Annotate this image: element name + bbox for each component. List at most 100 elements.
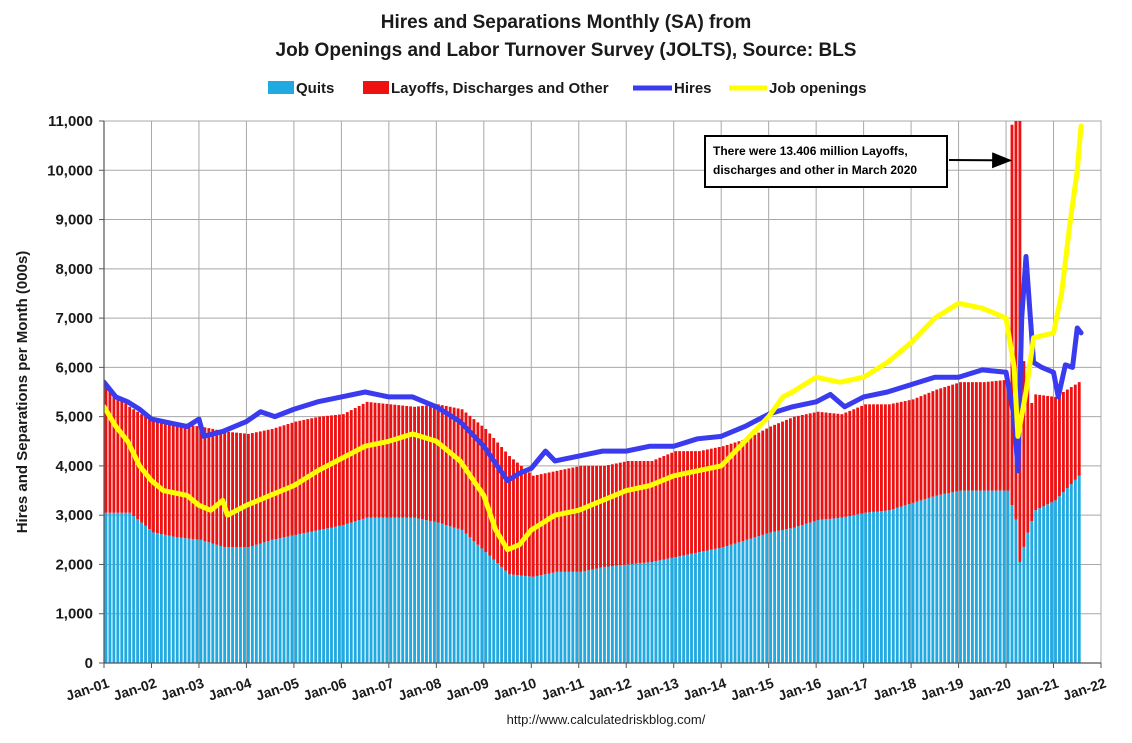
quits-bar	[935, 495, 938, 663]
layoffs-bar	[168, 423, 171, 536]
quits-bar	[765, 534, 768, 663]
quits-bar	[330, 528, 333, 664]
layoffs-bar	[904, 401, 907, 505]
quits-bar	[1030, 521, 1033, 663]
quits-bar	[445, 525, 448, 663]
quits-bar	[844, 517, 847, 663]
layoffs-bar	[334, 415, 337, 527]
layoffs-bar	[884, 404, 887, 510]
layoffs-bar	[714, 448, 717, 549]
quits-bar	[623, 565, 626, 663]
quits-bar	[488, 556, 491, 663]
layoffs-bar	[449, 407, 452, 526]
layoffs-bar	[571, 468, 574, 572]
quits-bar	[963, 491, 966, 663]
layoffs-bar	[552, 472, 555, 573]
quits-bar	[702, 551, 705, 663]
layoffs-bar	[445, 406, 448, 525]
quits-bar	[714, 549, 717, 663]
quits-bar	[587, 570, 590, 663]
quits-bar	[453, 528, 456, 664]
layoffs-bar	[184, 425, 187, 538]
y-tick-label: 1,000	[55, 606, 93, 623]
quits-bar	[492, 560, 495, 663]
layoffs-bar	[963, 382, 966, 490]
layoffs-bar	[813, 413, 816, 522]
layoffs-bar	[457, 408, 460, 528]
layoffs-bar	[987, 382, 990, 491]
quits-bar	[532, 577, 535, 663]
layoffs-bar	[765, 429, 768, 534]
quits-bar	[939, 495, 942, 663]
quits-bar	[761, 535, 764, 663]
layoffs-bar	[575, 467, 578, 572]
layoffs-bar	[995, 381, 998, 491]
quits-bar	[627, 564, 630, 663]
layoffs-bar	[1078, 382, 1081, 476]
layoffs-bar	[599, 466, 602, 568]
layoffs-bar	[876, 404, 879, 511]
layoffs-bar	[520, 466, 523, 576]
layoffs-bar	[389, 404, 392, 517]
layoffs-bar	[211, 429, 214, 544]
quits-bar	[742, 541, 745, 663]
quits-bar	[1026, 533, 1029, 663]
layoffs-bar	[627, 461, 630, 564]
layoffs-bar	[330, 415, 333, 527]
quits-bar	[370, 518, 373, 663]
quits-bar	[314, 531, 317, 663]
layoffs-bar	[1003, 380, 1006, 490]
quits-bar	[639, 563, 642, 663]
layoffs-bar	[852, 409, 855, 515]
quits-bar	[156, 533, 159, 663]
layoffs-bar	[417, 406, 420, 518]
x-tick-label: Jan-22	[1061, 675, 1108, 704]
layoffs-bar	[1050, 396, 1053, 502]
layoffs-bar	[421, 406, 424, 519]
quits-bar	[235, 547, 238, 663]
quits-bar	[263, 542, 266, 663]
x-tick-label: Jan-11	[539, 675, 586, 704]
quits-bar	[207, 542, 210, 663]
quits-bar	[520, 576, 523, 663]
layoffs-bar	[801, 415, 804, 525]
layoffs-bar	[453, 408, 456, 528]
quits-bar	[801, 525, 804, 663]
quits-bar	[366, 518, 369, 663]
x-tick-label: Jan-12	[586, 675, 633, 704]
y-tick-label: 5,000	[55, 409, 93, 426]
quits-bar	[813, 521, 816, 663]
quits-bar	[504, 571, 507, 663]
layoffs-bar	[682, 451, 685, 555]
quits-bar	[192, 539, 195, 663]
layoffs-bar	[548, 472, 551, 573]
layoffs-bar	[524, 469, 527, 576]
quits-bar	[112, 513, 115, 663]
layoffs-bar	[287, 424, 290, 537]
layoffs-bar	[836, 414, 839, 518]
quits-bar	[287, 537, 290, 663]
layoffs-bar	[247, 434, 250, 547]
layoffs-bar	[429, 405, 432, 521]
quits-bar	[1046, 504, 1049, 663]
quits-bar	[1058, 496, 1061, 663]
quits-bar	[825, 519, 828, 663]
quits-bar	[1078, 476, 1081, 663]
quits-bar	[136, 519, 139, 663]
layoffs-bar	[698, 451, 701, 552]
layoffs-bar	[223, 431, 226, 547]
layoffs-bar	[912, 399, 915, 502]
layoffs-bar	[1062, 392, 1065, 492]
quits-bar	[599, 568, 602, 663]
layoffs-bar	[500, 447, 503, 567]
quits-bar	[619, 565, 622, 663]
quits-bar	[563, 572, 566, 663]
y-tick-label: 11,000	[48, 113, 93, 130]
layoffs-bar	[844, 413, 847, 517]
quits-bar	[508, 574, 511, 663]
quits-bar	[682, 555, 685, 663]
quits-bar	[868, 512, 871, 663]
layoffs-bar	[267, 430, 270, 541]
y-tick-label: 3,000	[55, 507, 93, 524]
